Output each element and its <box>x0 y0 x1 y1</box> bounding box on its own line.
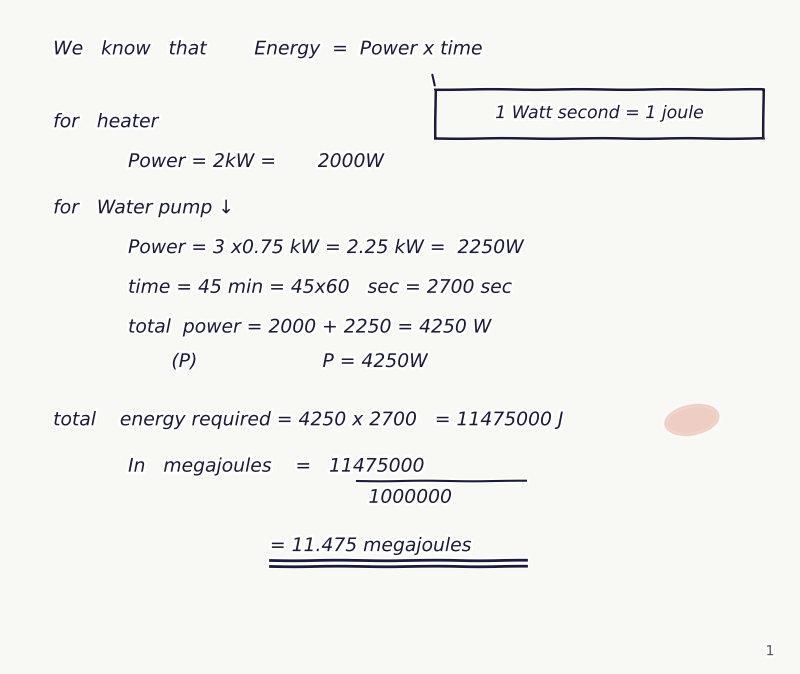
Bar <box>435 88 762 138</box>
Text: total    energy required = 4250 x 2700   = 11475000 J: total energy required = 4250 x 2700 = 11… <box>53 410 563 429</box>
Text: 1000000: 1000000 <box>369 488 451 507</box>
Text: time = 45 min = 45x60   sec = 2700 sec: time = 45 min = 45x60 sec = 2700 sec <box>128 278 512 297</box>
Text: Power = 3 x0.75 kW = 2.25 kW =  2250W: Power = 3 x0.75 kW = 2.25 kW = 2250W <box>128 238 524 257</box>
Text: Power = 2kW =       2000W: Power = 2kW = 2000W <box>128 152 384 171</box>
Text: for   heater: for heater <box>53 113 158 131</box>
Text: = 11.475 megajoules: = 11.475 megajoules <box>270 536 471 555</box>
Text: 1 Watt second = 1 joule: 1 Watt second = 1 joule <box>495 104 704 122</box>
Text: (P)                     P = 4250W: (P) P = 4250W <box>171 352 428 371</box>
Ellipse shape <box>665 404 718 435</box>
Text: for   Water pump ↓: for Water pump ↓ <box>53 198 234 217</box>
Text: We   know   that        Energy  =  Power x time: We know that Energy = Power x time <box>53 39 483 59</box>
Text: 1: 1 <box>766 644 774 658</box>
Text: total  power = 2000 + 2250 = 4250 W: total power = 2000 + 2250 = 4250 W <box>128 317 491 336</box>
Text: In   megajoules    =   11475000: In megajoules = 11475000 <box>128 457 424 476</box>
